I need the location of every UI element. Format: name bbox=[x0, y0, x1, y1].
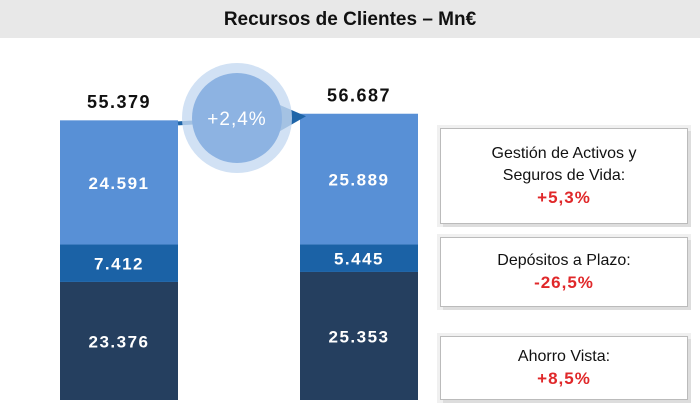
title-bar bbox=[0, 0, 700, 38]
chart-title: Recursos de Clientes – Mn€ bbox=[224, 9, 477, 30]
bar-segment bbox=[300, 244, 418, 272]
total-label: 55.379 bbox=[87, 92, 151, 112]
change-label: +5,3% bbox=[537, 188, 591, 207]
bar-segment bbox=[300, 271, 418, 400]
legend-label: Depósitos a Plazo: bbox=[497, 252, 631, 269]
legend-label: Gestión de Activos y Seguros de Vida: bbox=[491, 145, 637, 184]
growth-label: +2,4% bbox=[207, 109, 266, 130]
value-label: 25.889 bbox=[329, 171, 390, 190]
bar-segment bbox=[60, 281, 178, 400]
bar-segment bbox=[60, 120, 178, 245]
change-box: Gestión de Activos y Seguros de Vida: +5,… bbox=[440, 128, 688, 224]
total-label: 56.687 bbox=[327, 85, 391, 105]
value-label: 24.591 bbox=[89, 174, 150, 193]
value-label: 23.376 bbox=[89, 332, 150, 351]
change-box: Depósitos a Plazo: -26,5% bbox=[440, 237, 688, 307]
bar-segment bbox=[60, 244, 178, 282]
change-label: -26,5% bbox=[534, 273, 594, 292]
value-label: 5.445 bbox=[334, 250, 384, 269]
value-label: 25.353 bbox=[329, 327, 390, 346]
change-label: +8,5% bbox=[537, 369, 591, 388]
growth-bubble bbox=[192, 73, 282, 163]
legend-label: Ahorro Vista: bbox=[517, 348, 611, 365]
value-label: 7.412 bbox=[94, 255, 144, 274]
change-box: Ahorro Vista: +8,5% bbox=[440, 336, 688, 400]
bar-segment bbox=[300, 113, 418, 245]
